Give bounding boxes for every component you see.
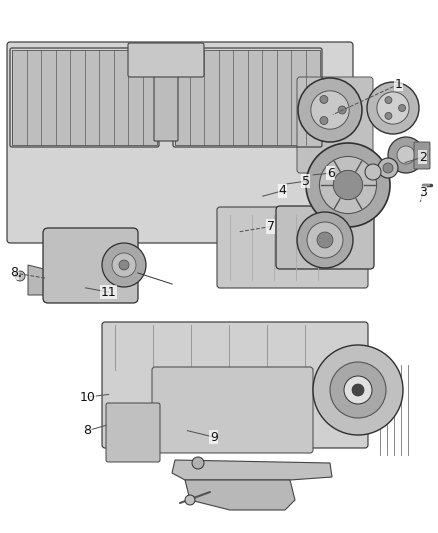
- Text: 8: 8: [84, 424, 92, 437]
- Polygon shape: [172, 460, 332, 480]
- Polygon shape: [28, 265, 70, 295]
- Text: 11: 11: [101, 286, 117, 298]
- Text: 2: 2: [419, 151, 427, 164]
- Circle shape: [365, 164, 381, 180]
- Bar: [175, 50, 320, 145]
- Circle shape: [385, 96, 392, 103]
- Circle shape: [311, 91, 349, 129]
- Circle shape: [383, 163, 393, 173]
- Circle shape: [378, 158, 398, 178]
- Circle shape: [344, 376, 372, 404]
- FancyBboxPatch shape: [102, 322, 368, 448]
- Circle shape: [192, 457, 204, 469]
- Text: 5: 5: [302, 175, 310, 188]
- FancyBboxPatch shape: [154, 51, 178, 141]
- Text: 3: 3: [419, 187, 427, 199]
- Circle shape: [317, 232, 333, 248]
- Text: 1: 1: [395, 78, 403, 91]
- FancyBboxPatch shape: [7, 42, 353, 243]
- Circle shape: [307, 222, 343, 258]
- Text: 6: 6: [327, 167, 335, 180]
- Circle shape: [338, 106, 346, 114]
- Circle shape: [185, 495, 195, 505]
- Circle shape: [320, 117, 328, 125]
- Circle shape: [330, 362, 386, 418]
- Circle shape: [385, 112, 392, 119]
- FancyBboxPatch shape: [128, 43, 204, 77]
- Text: 7: 7: [267, 220, 275, 233]
- Circle shape: [15, 271, 25, 281]
- Circle shape: [102, 243, 146, 287]
- FancyBboxPatch shape: [152, 367, 313, 453]
- Circle shape: [297, 212, 353, 268]
- Polygon shape: [185, 480, 295, 510]
- Circle shape: [397, 146, 415, 164]
- Circle shape: [352, 384, 364, 396]
- Circle shape: [306, 143, 390, 227]
- Text: 8: 8: [10, 266, 18, 279]
- Text: 9: 9: [210, 431, 218, 443]
- Bar: [12, 50, 157, 145]
- Circle shape: [367, 82, 419, 134]
- Circle shape: [298, 78, 362, 142]
- Circle shape: [320, 95, 328, 103]
- FancyBboxPatch shape: [106, 403, 160, 462]
- FancyBboxPatch shape: [414, 142, 430, 169]
- FancyBboxPatch shape: [276, 206, 374, 269]
- Circle shape: [377, 92, 409, 124]
- Circle shape: [388, 137, 424, 173]
- Text: 4: 4: [279, 184, 286, 197]
- Circle shape: [399, 104, 406, 111]
- FancyBboxPatch shape: [217, 207, 368, 288]
- Circle shape: [112, 253, 136, 277]
- Circle shape: [119, 260, 129, 270]
- Circle shape: [319, 157, 377, 214]
- Circle shape: [333, 171, 363, 200]
- FancyBboxPatch shape: [43, 228, 138, 303]
- FancyBboxPatch shape: [297, 77, 373, 173]
- Text: 10: 10: [80, 391, 95, 403]
- Circle shape: [313, 345, 403, 435]
